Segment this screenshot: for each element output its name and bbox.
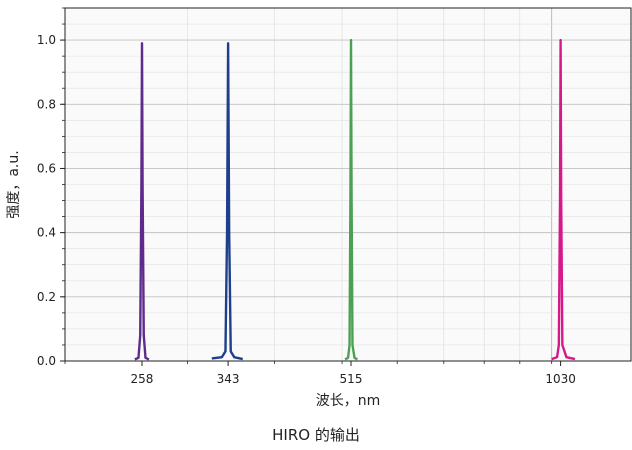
x-tick-label: 515 [340, 372, 363, 386]
axes: 258 343 515 1030 0.0 0.2 0.4 0.6 0.8 1.0 [37, 7, 632, 386]
x-axis-label: 波长，nm [316, 393, 381, 409]
figure-caption: HIRO 的输出 [272, 426, 360, 444]
y-tick-label: 0.4 [37, 226, 56, 240]
y-tick-label: 0.6 [37, 161, 56, 175]
y-tick-label: 1.0 [37, 33, 56, 47]
y-tick-label: 0.8 [37, 97, 56, 111]
x-tick-label: 343 [217, 372, 240, 386]
series-layer [134, 38, 576, 361]
y-tick-label: 0.2 [37, 290, 56, 304]
x-tick-label: 1030 [545, 372, 576, 386]
y-tick-label: 0.0 [37, 354, 56, 368]
spectrum-chart: 258 343 515 1030 0.0 0.2 0.4 0.6 0.8 1.0 波长，nm 强度… [6, 7, 632, 409]
x-tick-label: 258 [131, 372, 154, 386]
y-axis-label: 强度，a.u. [6, 150, 22, 218]
